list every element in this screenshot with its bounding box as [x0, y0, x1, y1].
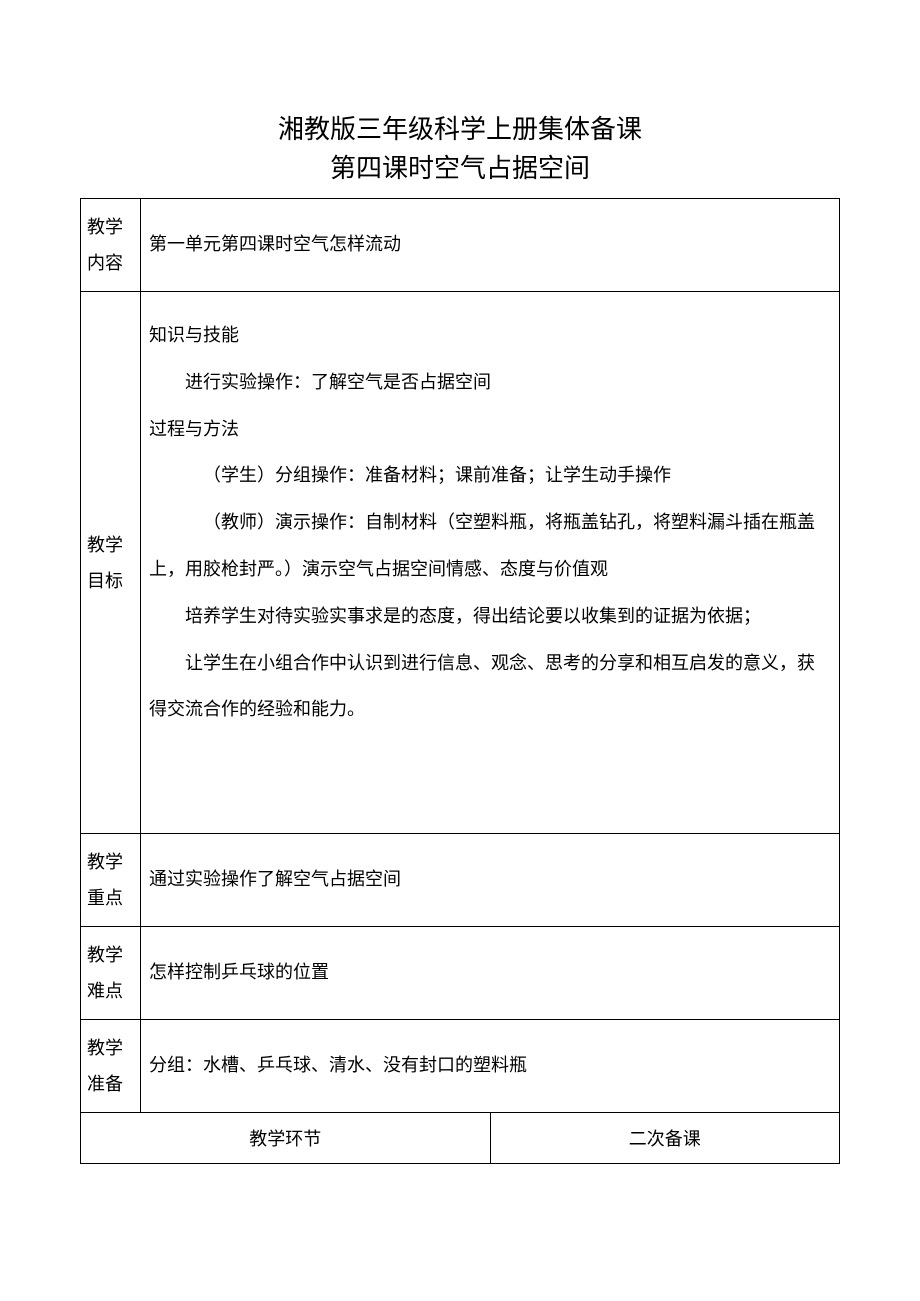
- lesson-plan-table: 教学内容 第一单元第四课时空气怎样流动 教学目标 知识与技能 进行实验操作：了解…: [80, 198, 840, 1164]
- label-teaching-difficulty: 教学难点: [81, 927, 141, 1020]
- goals-line-1: 进行实验操作：了解空气是否占据空间: [149, 359, 831, 406]
- value-teaching-difficulty: 怎样控制乒乓球的位置: [141, 927, 840, 1020]
- title-line-1: 湘教版三年级科学上册集体备课: [80, 110, 840, 149]
- goals-line-3: （教师）演示操作：自制材料（空塑料瓶，将瓶盖钻孔，将塑料漏斗插在瓶盖上，用胶枪封…: [149, 499, 831, 593]
- goals-line-4: 培养学生对待实验实事求是的态度，得出结论要以收集到的证据为依据；: [149, 593, 831, 640]
- goals-line-2: （学生）分组操作：准备材料；课前准备；让学生动手操作: [149, 452, 831, 499]
- footer-right: 二次备课: [490, 1113, 840, 1164]
- row-teaching-goals: 教学目标 知识与技能 进行实验操作：了解空气是否占据空间 过程与方法 （学生）分…: [81, 292, 840, 834]
- goals-heading-1: 知识与技能: [149, 312, 831, 359]
- row-footer: 教学环节 二次备课: [81, 1113, 840, 1164]
- goals-heading-2: 过程与方法: [149, 406, 831, 453]
- row-teaching-difficulty: 教学难点 怎样控制乒乓球的位置: [81, 927, 840, 1020]
- document-title: 湘教版三年级科学上册集体备课 第四课时空气占据空间: [80, 110, 840, 188]
- row-teaching-focus: 教学重点 通过实验操作了解空气占据空间: [81, 834, 840, 927]
- footer-left: 教学环节: [81, 1113, 491, 1164]
- value-teaching-focus: 通过实验操作了解空气占据空间: [141, 834, 840, 927]
- goals-line-5: 让学生在小组合作中认识到进行信息、观念、思考的分享和相互启发的意义，获得交流合作…: [149, 640, 831, 734]
- label-teaching-content: 教学内容: [81, 199, 141, 292]
- value-teaching-content: 第一单元第四课时空气怎样流动: [141, 199, 840, 292]
- title-line-2: 第四课时空气占据空间: [80, 149, 840, 188]
- row-teaching-prep: 教学准备 分组：水槽、乒乓球、清水、没有封口的塑料瓶: [81, 1020, 840, 1113]
- label-teaching-goals: 教学目标: [81, 292, 141, 834]
- label-teaching-focus: 教学重点: [81, 834, 141, 927]
- label-teaching-prep: 教学准备: [81, 1020, 141, 1113]
- value-teaching-goals: 知识与技能 进行实验操作：了解空气是否占据空间 过程与方法 （学生）分组操作：准…: [141, 292, 840, 834]
- value-teaching-prep: 分组：水槽、乒乓球、清水、没有封口的塑料瓶: [141, 1020, 840, 1113]
- row-teaching-content: 教学内容 第一单元第四课时空气怎样流动: [81, 199, 840, 292]
